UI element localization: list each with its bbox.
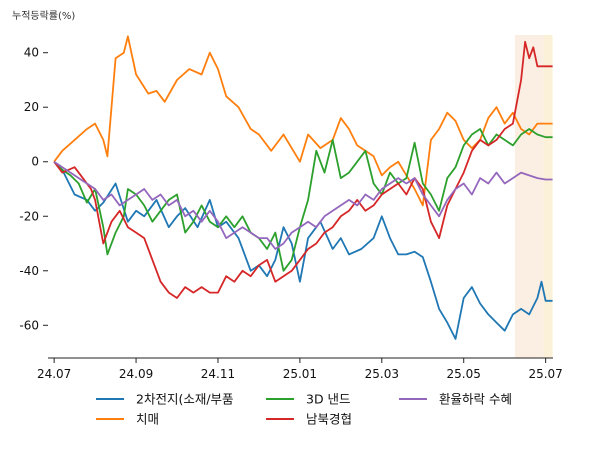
x-tick-label: 25.05 bbox=[447, 367, 481, 381]
legend-label-1: 치매 bbox=[136, 412, 159, 427]
series-line-1 bbox=[53, 35, 553, 207]
x-tick-label: 25.07 bbox=[528, 367, 562, 381]
x-tick-label: 25.03 bbox=[365, 367, 399, 381]
series-line-0 bbox=[53, 161, 553, 340]
x-tick-label: 24.09 bbox=[119, 367, 153, 381]
y-tick-label: -40 bbox=[19, 264, 39, 278]
y-axis-label: 누적등락률(%) bbox=[12, 11, 76, 22]
series-line-3 bbox=[53, 40, 553, 299]
x-tick-label: 24.11 bbox=[201, 367, 235, 381]
series-line-4 bbox=[53, 160, 553, 250]
legend-label-2: 3D 낸드 bbox=[306, 392, 351, 407]
y-tick-label: -60 bbox=[19, 318, 39, 332]
y-tick-label: 20 bbox=[24, 100, 39, 114]
legend-label-0: 2차전지(소재/부품 bbox=[136, 392, 234, 407]
y-tick-label: 40 bbox=[24, 46, 39, 60]
y-tick-label: -20 bbox=[19, 209, 39, 223]
y-tick-label: 0 bbox=[31, 155, 39, 169]
legend-label-4: 환율하락 수혜 bbox=[439, 392, 512, 407]
highlight-band-1 bbox=[543, 35, 553, 358]
x-tick-label: 25.01 bbox=[283, 367, 317, 381]
legend-label-3: 남북경협 bbox=[306, 412, 352, 427]
x-tick-label: 24.07 bbox=[37, 367, 71, 381]
